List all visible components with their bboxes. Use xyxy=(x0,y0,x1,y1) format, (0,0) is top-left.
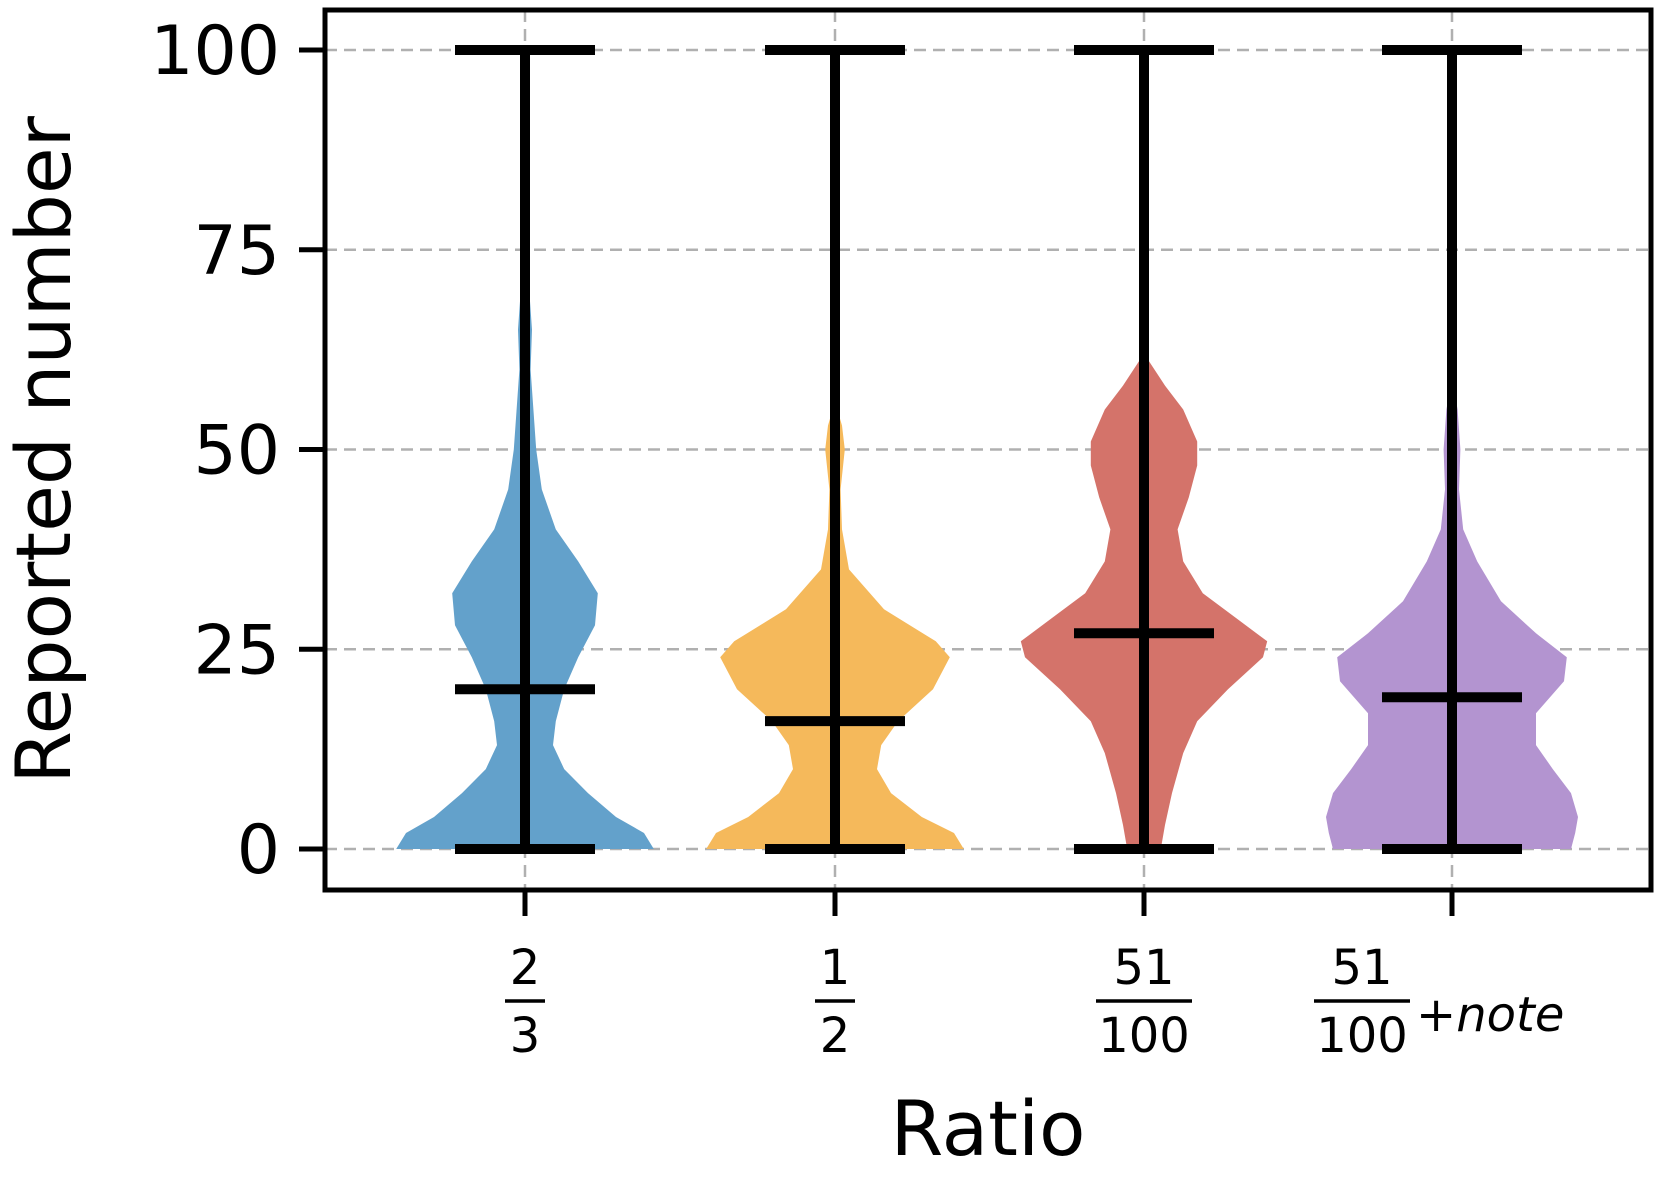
y-axis-title: Reported number xyxy=(0,115,88,783)
x-tick-numerator-0: 2 xyxy=(510,940,541,996)
x-tick-denominator-3: 100 xyxy=(1316,1008,1408,1064)
x-tick-suffix-3: +note xyxy=(1416,987,1564,1043)
y-axis-ticks: 0 25 50 75 100 xyxy=(150,12,325,890)
y-tick-label-50: 50 xyxy=(193,412,280,491)
x-tick-denominator-0: 3 xyxy=(510,1008,541,1064)
x-tick-numerator-3: 51 xyxy=(1331,940,1392,996)
x-tick-numerator-1: 1 xyxy=(820,940,851,996)
violin-layer xyxy=(396,249,1578,850)
x-tick-denominator-2: 100 xyxy=(1098,1008,1190,1064)
x-tick-denominator-1: 2 xyxy=(820,1008,851,1064)
whisker-layer xyxy=(455,45,1522,854)
x-tick-numerator-2: 51 xyxy=(1113,940,1174,996)
y-tick-label-75: 75 xyxy=(193,212,280,291)
y-tick-label-100: 100 xyxy=(150,12,280,91)
y-tick-label-25: 25 xyxy=(193,611,280,690)
y-tick-label-0: 0 xyxy=(237,811,280,890)
x-axis-title: Ratio xyxy=(890,1084,1085,1173)
